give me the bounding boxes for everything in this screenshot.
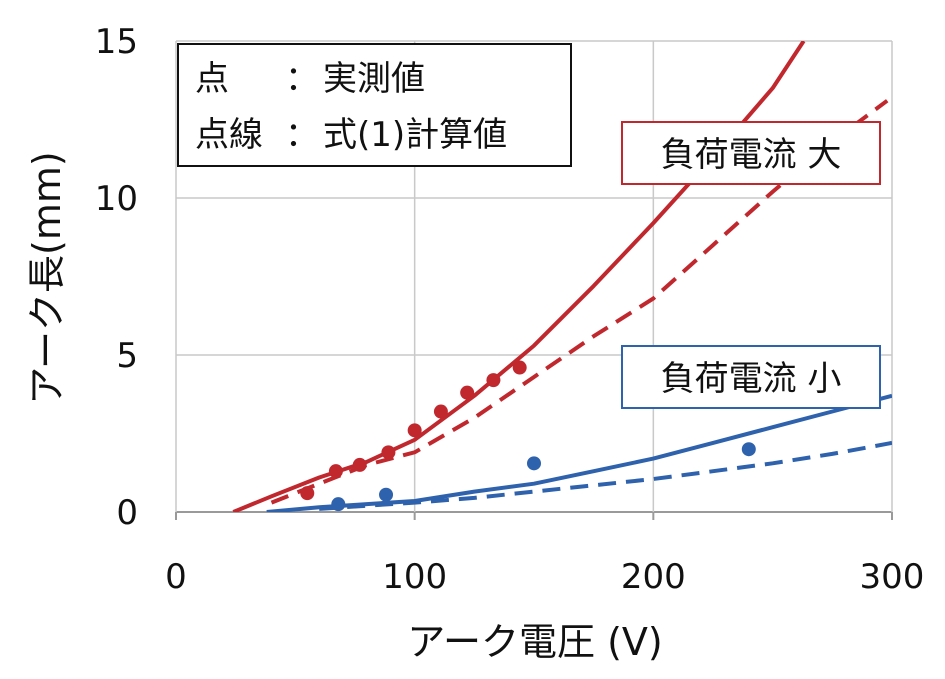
y-tick-label: 10 bbox=[95, 179, 138, 219]
y-axis-title: アーク長(mm) bbox=[25, 151, 69, 404]
measured-point-small-current bbox=[741, 442, 756, 457]
y-tick-label: 0 bbox=[116, 493, 138, 533]
points-layer bbox=[300, 360, 756, 512]
legend-line1-value: 実測値 bbox=[323, 59, 425, 99]
label-box-large-current: 負荷電流 大 bbox=[621, 121, 881, 185]
y-tick-label: 15 bbox=[95, 22, 138, 62]
label-box-small-frame bbox=[621, 345, 881, 409]
x-tick-label: 300 bbox=[860, 557, 925, 597]
measured-point-large-current bbox=[328, 464, 343, 479]
measured-point-large-current bbox=[381, 445, 396, 460]
legend-line2-sep: ： bbox=[285, 115, 319, 155]
y-tick-label: 5 bbox=[116, 336, 138, 376]
measured-point-large-current bbox=[352, 457, 367, 472]
measured-point-large-current bbox=[486, 373, 501, 388]
label-large-current: 負荷電流 大 bbox=[661, 135, 842, 175]
measured-point-large-current bbox=[460, 385, 475, 400]
measured-point-large-current bbox=[433, 404, 448, 419]
legend-line2-value: 式(1)計算値 bbox=[323, 115, 507, 155]
ticks-layer: 0 5 10 15 0 100 200 300 bbox=[95, 22, 925, 597]
solid-curve-small-current bbox=[266, 393, 892, 512]
legend-line1-sep: ： bbox=[285, 59, 319, 99]
x-tick-label: 100 bbox=[382, 557, 447, 597]
legend-box-frame bbox=[177, 43, 572, 167]
measured-point-small-current bbox=[331, 497, 346, 512]
x-axis-title: アーク電圧 (V) bbox=[407, 620, 662, 664]
measured-point-large-current bbox=[300, 486, 315, 501]
label-box-small-current: 負荷電流 小 bbox=[621, 345, 881, 409]
label-small-current: 負荷電流 小 bbox=[661, 359, 842, 399]
x-tick-label: 200 bbox=[621, 557, 686, 597]
measured-point-small-current bbox=[527, 456, 541, 471]
label-box-large-frame bbox=[621, 121, 881, 185]
measured-point-small-current bbox=[379, 487, 394, 502]
legend-line2-key: 点線 bbox=[195, 115, 263, 155]
dashed-curve-small-current bbox=[319, 440, 892, 511]
measured-point-large-current bbox=[512, 360, 527, 375]
legend-box: 点 ： 実測値 点線 ： 式(1)計算値 bbox=[177, 43, 572, 167]
legend-line1-key: 点 bbox=[195, 59, 229, 99]
x-tick-label: 0 bbox=[165, 557, 187, 597]
measured-point-large-current bbox=[407, 423, 422, 438]
